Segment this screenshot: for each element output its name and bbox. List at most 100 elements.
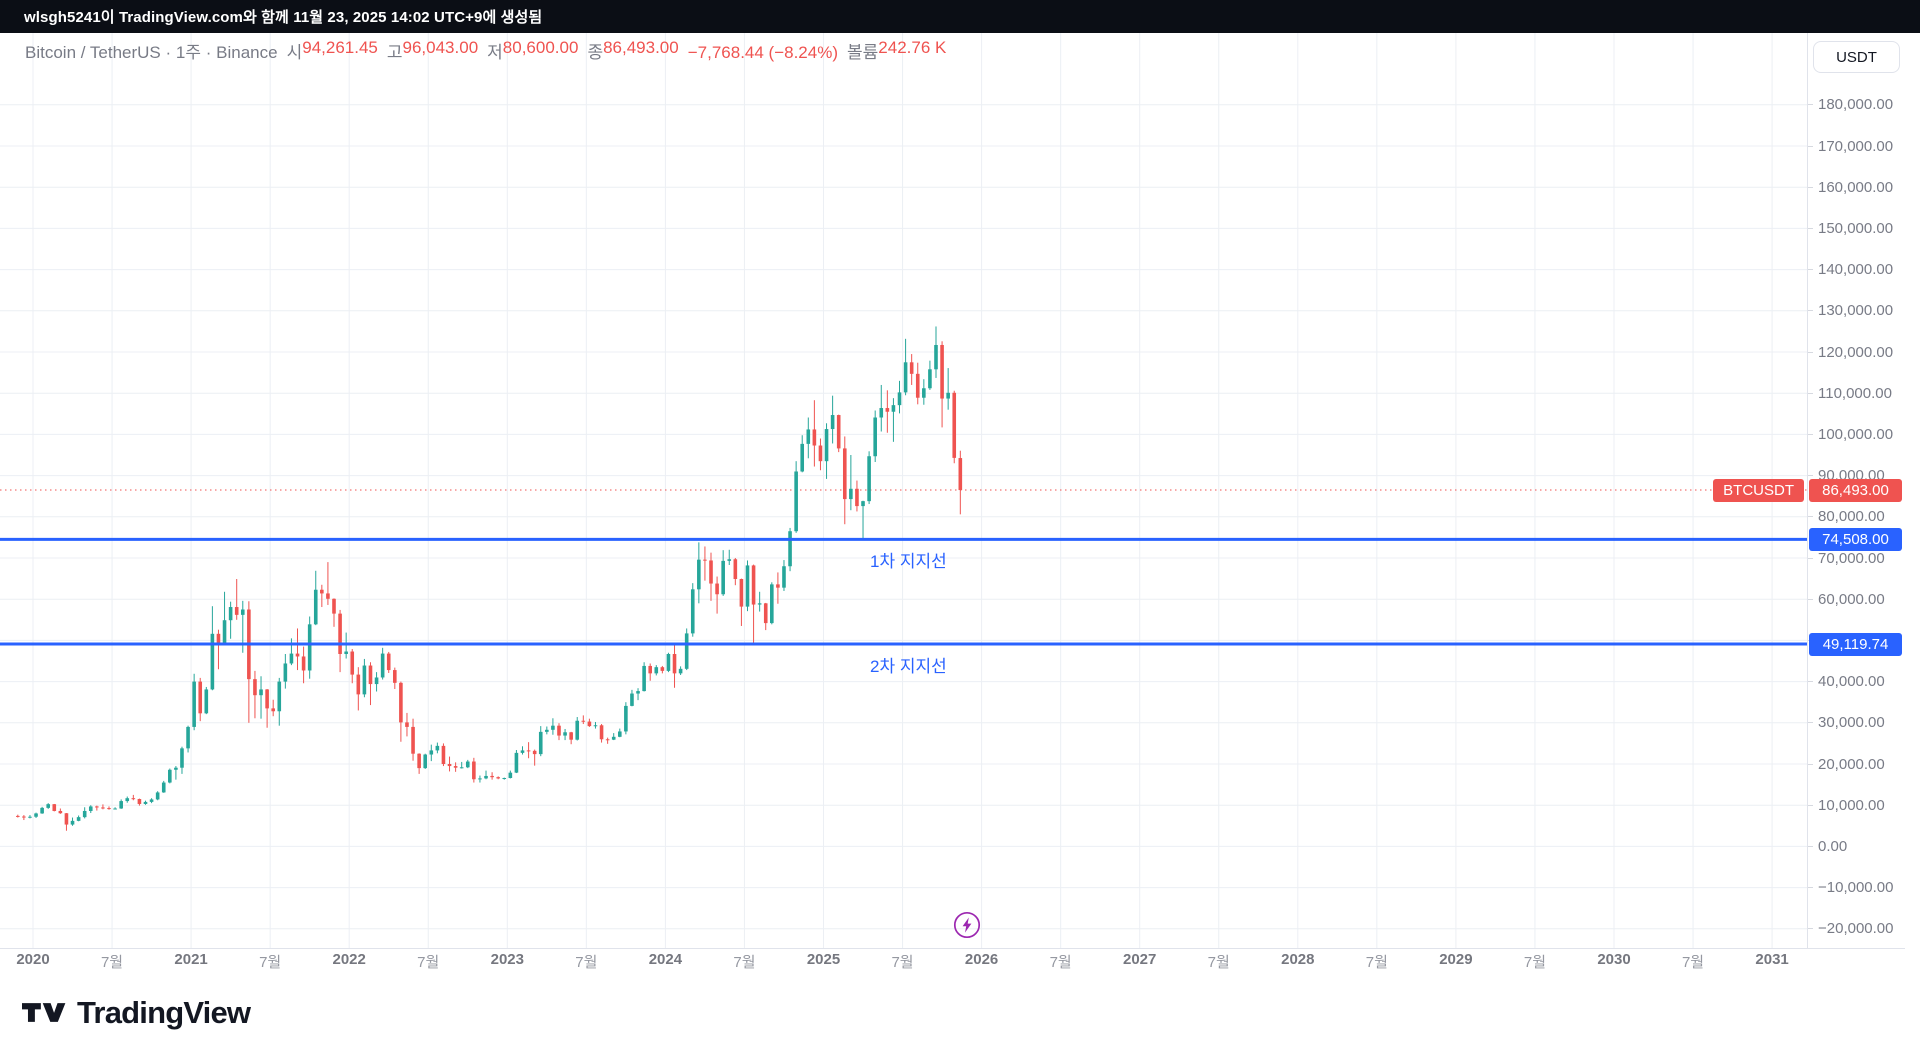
currency-toggle-button[interactable]: USDT [1813,41,1900,73]
price-axis-label: −20,000.00 [1808,920,1894,938]
time-axis-label: 2027 [1123,951,1157,968]
tradingview-logo[interactable]: TradingView [22,995,251,1031]
candle-body [909,362,914,374]
candle-body [441,745,446,764]
candle-body [22,816,26,818]
candle-body [557,725,561,736]
candle-body [88,806,93,811]
open-value: 시 94,261.45 [286,38,378,62]
time-axis-label: 7월 [100,954,124,971]
price-axis-label: 80,000.00 [1808,508,1885,526]
candle-body [265,689,269,709]
price-axis-label: 40,000.00 [1808,673,1885,691]
candle-body [465,761,470,768]
time-axis-label: 2028 [1281,951,1315,968]
candle-body [362,665,367,695]
price-axis-label: −10,000.00 [1808,879,1894,897]
candle-body [745,565,750,607]
time-axis-label: 2029 [1439,951,1473,968]
change-value: −7,768.44 (−8.24%) [687,43,838,62]
candle-body [435,745,440,751]
candle-body [903,362,908,393]
candle-body [855,488,859,507]
candle-body [46,804,51,808]
candle-body [161,782,166,793]
candle-body [338,613,342,654]
candle-body [107,808,111,810]
candle-body [928,369,932,389]
candle-body [453,766,458,768]
candle-body [739,579,744,607]
time-axis-label: 7월 [259,954,282,971]
price-axis-label: 110,000.00 [1808,384,1892,402]
candle-body [630,693,634,706]
candle-body [824,429,829,462]
candle-body [763,603,768,624]
price-axis-label: 10,000.00 [1808,796,1885,814]
candle-body [484,775,488,779]
price-axis-label: 160,000.00 [1808,178,1893,196]
candlestick-chart-canvas[interactable] [0,33,1807,948]
candle-body [861,501,865,507]
candle-body [818,445,823,462]
support1-line-label[interactable]: 1차 지지선 [870,552,947,572]
candle-body [313,589,318,625]
time-axis-label: 2022 [332,951,366,968]
support2-price-tag[interactable]: 49,119.74 [1809,632,1902,656]
candle-body [666,653,671,671]
candle-body [137,799,142,804]
candle-body [697,559,701,590]
candle-body [228,607,233,621]
candle-body [380,653,385,678]
candle-body [490,775,494,778]
candle-body [192,681,196,727]
candle-body [879,408,884,418]
candle-body [776,584,780,588]
candle-body [581,720,586,722]
candle-body [715,583,719,595]
candle-body [733,559,738,580]
candle-body [922,388,926,398]
candle-body [727,559,732,561]
support2-line-label[interactable]: 2차 지지선 [870,657,947,677]
candle-body [575,720,580,740]
candle-body [320,589,324,594]
candle-body [599,725,604,740]
symbol-legend[interactable]: Bitcoin / TetherUS · 1주 · Binance 시 94,26… [25,38,946,63]
candle-body [526,750,531,752]
candle-body [125,798,130,802]
candle-body [222,620,227,645]
candle-body [113,808,117,810]
candle-body [386,653,391,671]
candle-body [95,806,99,808]
time-axis-label: 2031 [1755,951,1789,968]
candle-body [788,531,792,567]
candle-body [155,792,160,800]
candle-body [332,598,336,614]
candle-body [399,682,403,723]
time-axis-label: 7월 [1365,954,1388,971]
support1-price-tag[interactable]: 74,508.00 [1809,527,1902,551]
symbol-title: Bitcoin / TetherUS · 1주 · Binance [25,43,278,62]
candle-body [198,681,203,714]
candle-body [271,708,275,712]
time-axis[interactable]: 2020 7월 2021 7월 2022 7월 2023 7월 2024 7월 2025 7월 2026… [0,948,1905,971]
candle-body [660,667,665,671]
price-axis-label: 100,000.00 [1808,425,1893,443]
candle-body [15,815,20,817]
share-attribution-bar: wlsgh5241이 TradingView.com와 함께 11월 23, 2… [0,0,1920,33]
candle-body [915,373,920,398]
candle-body [472,761,476,780]
candle-body [350,651,355,675]
candle-body [830,415,835,430]
candle-body [703,559,707,561]
candle-body [40,807,44,814]
flash-idea-button[interactable] [952,910,982,940]
last-price-tag: 86,493.00 [1809,478,1902,502]
candle-body [186,726,190,749]
candle-body [168,769,172,783]
candle-body [70,820,75,825]
candle-body [283,663,288,682]
candle-body [946,392,950,399]
candle-body [447,764,452,767]
